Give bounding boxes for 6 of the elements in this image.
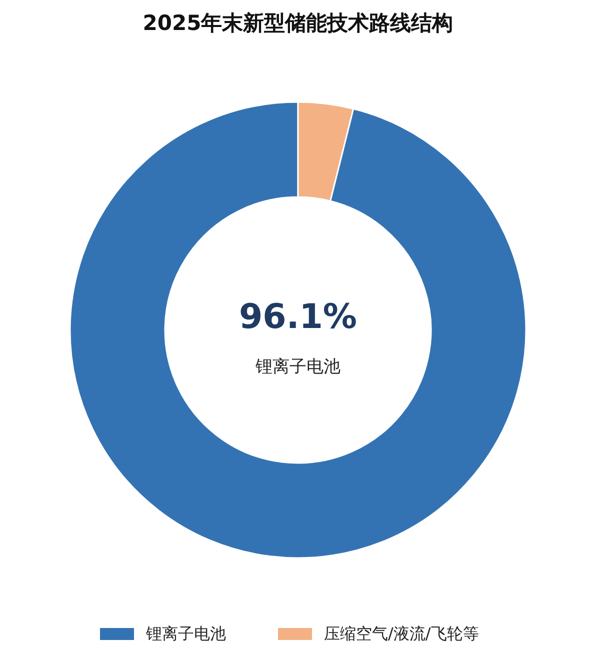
legend-label: 锂离子电池	[145, 624, 226, 643]
text: 96.1%	[239, 297, 357, 337]
donut-slice	[69, 101, 527, 558]
chart-title: 2025年末新型储能技术路线结构	[142, 11, 454, 35]
legend-label: 压缩空气/液流/飞轮等	[324, 624, 479, 643]
text: 锂离子电池	[254, 357, 340, 377]
